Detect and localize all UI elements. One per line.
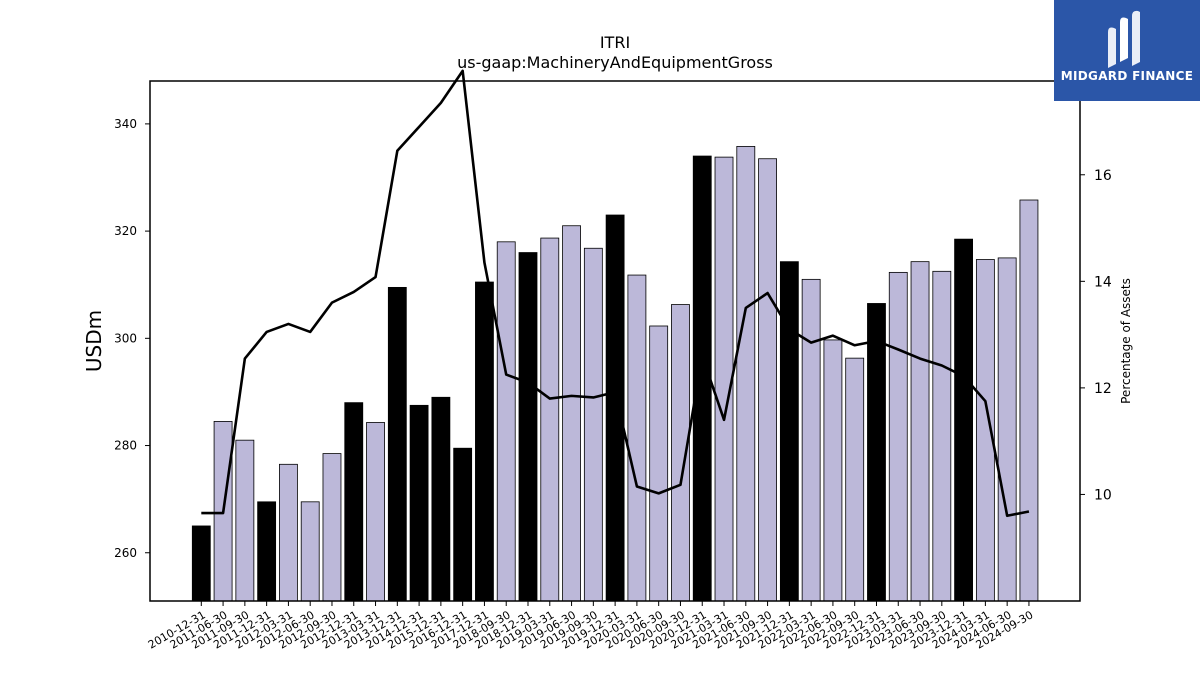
y-tick-label: 280: [114, 439, 137, 453]
bar: [300, 501, 320, 602]
brand-name: MIDGARD FINANCE: [1060, 69, 1194, 83]
line-group: [201, 69, 1030, 518]
brand-logo: MIDGARD FINANCE: [1054, 0, 1200, 101]
bar: [344, 402, 364, 602]
y-tick-label: 340: [114, 117, 137, 131]
bar: [496, 241, 516, 602]
bar: [475, 281, 494, 602]
bar: [1019, 199, 1039, 602]
bar: [366, 422, 385, 602]
chart-subtitle: us-gaap:MachineryAndEquipmentGross: [457, 53, 773, 72]
y2-tick-label: 16: [1094, 168, 1112, 184]
bar: [888, 271, 908, 602]
bars-group: [191, 145, 1039, 602]
y-axis-left: 260 280 300 320 340: [114, 117, 150, 560]
bar: [736, 145, 756, 602]
bar: [279, 463, 298, 602]
y2-tick-label: 14: [1094, 274, 1112, 290]
bar: [453, 447, 473, 602]
y2-tick-label: 10: [1094, 487, 1112, 503]
bar: [583, 247, 603, 602]
bar: [562, 225, 581, 602]
percentage-line: [201, 69, 1030, 518]
bar: [257, 501, 277, 602]
y-axis-label: USDm: [82, 310, 106, 372]
bar: [322, 453, 342, 602]
bar: [779, 261, 799, 602]
bar: [954, 238, 973, 602]
y2-tick-label: 12: [1094, 381, 1112, 397]
bar: [409, 404, 429, 602]
bar: [235, 439, 255, 602]
bar: [627, 274, 647, 602]
y2-axis-label: Percentage of Assets: [1119, 278, 1133, 404]
bar: [649, 325, 669, 602]
bar: [540, 237, 560, 602]
midgard-logo-icon: [1108, 10, 1140, 68]
bar: [867, 303, 886, 602]
y-tick-label: 300: [114, 331, 137, 345]
bar: [605, 214, 625, 602]
bar: [387, 286, 407, 602]
bar: [997, 257, 1017, 602]
chart-title: ITRI: [599, 33, 631, 52]
bar: [758, 158, 777, 602]
bar: [823, 339, 843, 602]
bar: [518, 252, 538, 602]
bar: [845, 357, 865, 602]
bar: [910, 261, 930, 602]
bar: [431, 396, 451, 602]
bar: [932, 270, 952, 602]
x-axis: 2010-12-312011-06-302011-09-302011-12-31…: [146, 601, 1035, 652]
y-tick-label: 260: [114, 546, 137, 560]
bar: [714, 156, 734, 602]
bar: [692, 155, 712, 602]
bar: [191, 525, 211, 602]
bar: [801, 278, 821, 602]
y-tick-label: 320: [114, 224, 137, 238]
y-axis-right: 10 12 14 16: [1080, 168, 1112, 503]
